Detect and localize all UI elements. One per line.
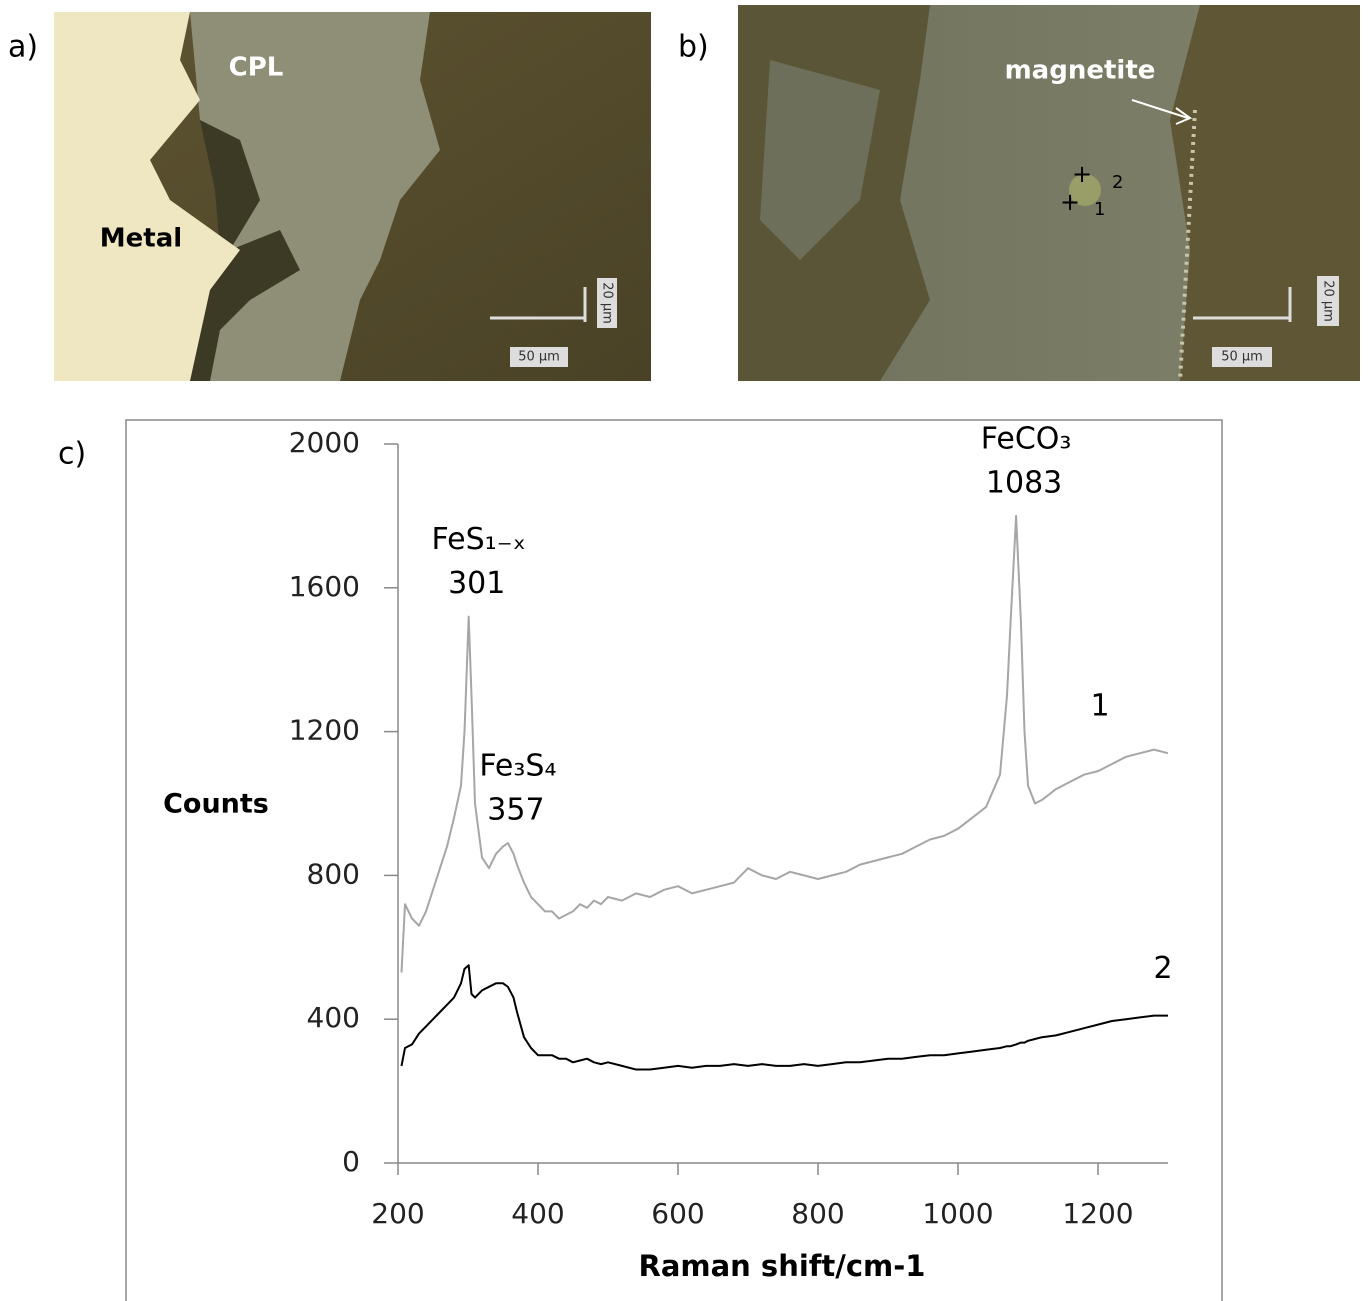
scale-label-bg [1317,276,1339,326]
dark-region [190,120,300,381]
point-marker: + [1072,160,1092,188]
y-tick-label: 1600 [289,570,360,603]
panel-label: b) [678,30,709,65]
micrograph-b: magnetite + 2 + 1 50 µm 20 µm [738,5,1360,382]
x-tick-label: 400 [511,1197,564,1230]
y-tick-label: 800 [307,857,360,890]
scale-label: 50 µm [518,350,560,365]
metal-region [54,12,240,381]
magnetite-band [1178,109,1197,382]
spot [1069,174,1101,206]
grey-region [760,60,880,260]
scale-label-bg [1212,347,1272,367]
series-label: 1 [1090,689,1109,724]
scale-label-bg [510,347,568,367]
dark-region [1170,5,1360,381]
arrow [1131,99,1189,119]
annotation: magnetite [1005,56,1156,86]
point-label: 2 [1112,172,1123,193]
panel-label: c) [58,437,86,472]
annotation-label: FeCO₃ [981,421,1072,456]
annotation: Metal [100,224,182,254]
annotation-label: Fe₃S₄ [479,749,556,784]
x-axis-title: Raman shift/cm-1 [639,1249,926,1283]
scale-label: 50 µm [1221,350,1263,365]
y-tick-label: 400 [307,1001,360,1034]
annotation: CPL [229,53,284,83]
scale-label-bg [597,278,617,328]
annotation-value: 301 [448,566,505,601]
panel-label: a) [8,30,38,65]
y-tick-label: 2000 [289,426,360,459]
y-axis-title: Counts [163,789,269,820]
series-line [400,514,1169,973]
scale-label: 20 µm [1321,280,1336,322]
x-tick-label: 200 [371,1197,424,1230]
x-tick-label: 1000 [922,1197,993,1230]
chart-frame [125,419,1223,1301]
x-tick-label: 800 [791,1197,844,1230]
point-marker: + [1060,188,1080,216]
series-label: 2 [1153,951,1172,986]
y-tick-label: 1200 [289,714,360,747]
x-tick-label: 1200 [1062,1197,1133,1230]
arrow-head [1175,107,1193,125]
x-tick-label: 600 [651,1197,704,1230]
micrograph-a: CPL Metal 50 µm 20 µm [54,12,651,381]
point-label: 1 [1094,199,1105,220]
scale-label: 20 µm [600,282,615,324]
annotation-value: 357 [487,793,544,828]
annotation-value: 1083 [986,465,1062,500]
series-line [400,964,1168,1071]
annotation-label: FeS₁₋ₓ [432,522,526,557]
y-tick-label: 0 [342,1145,360,1178]
